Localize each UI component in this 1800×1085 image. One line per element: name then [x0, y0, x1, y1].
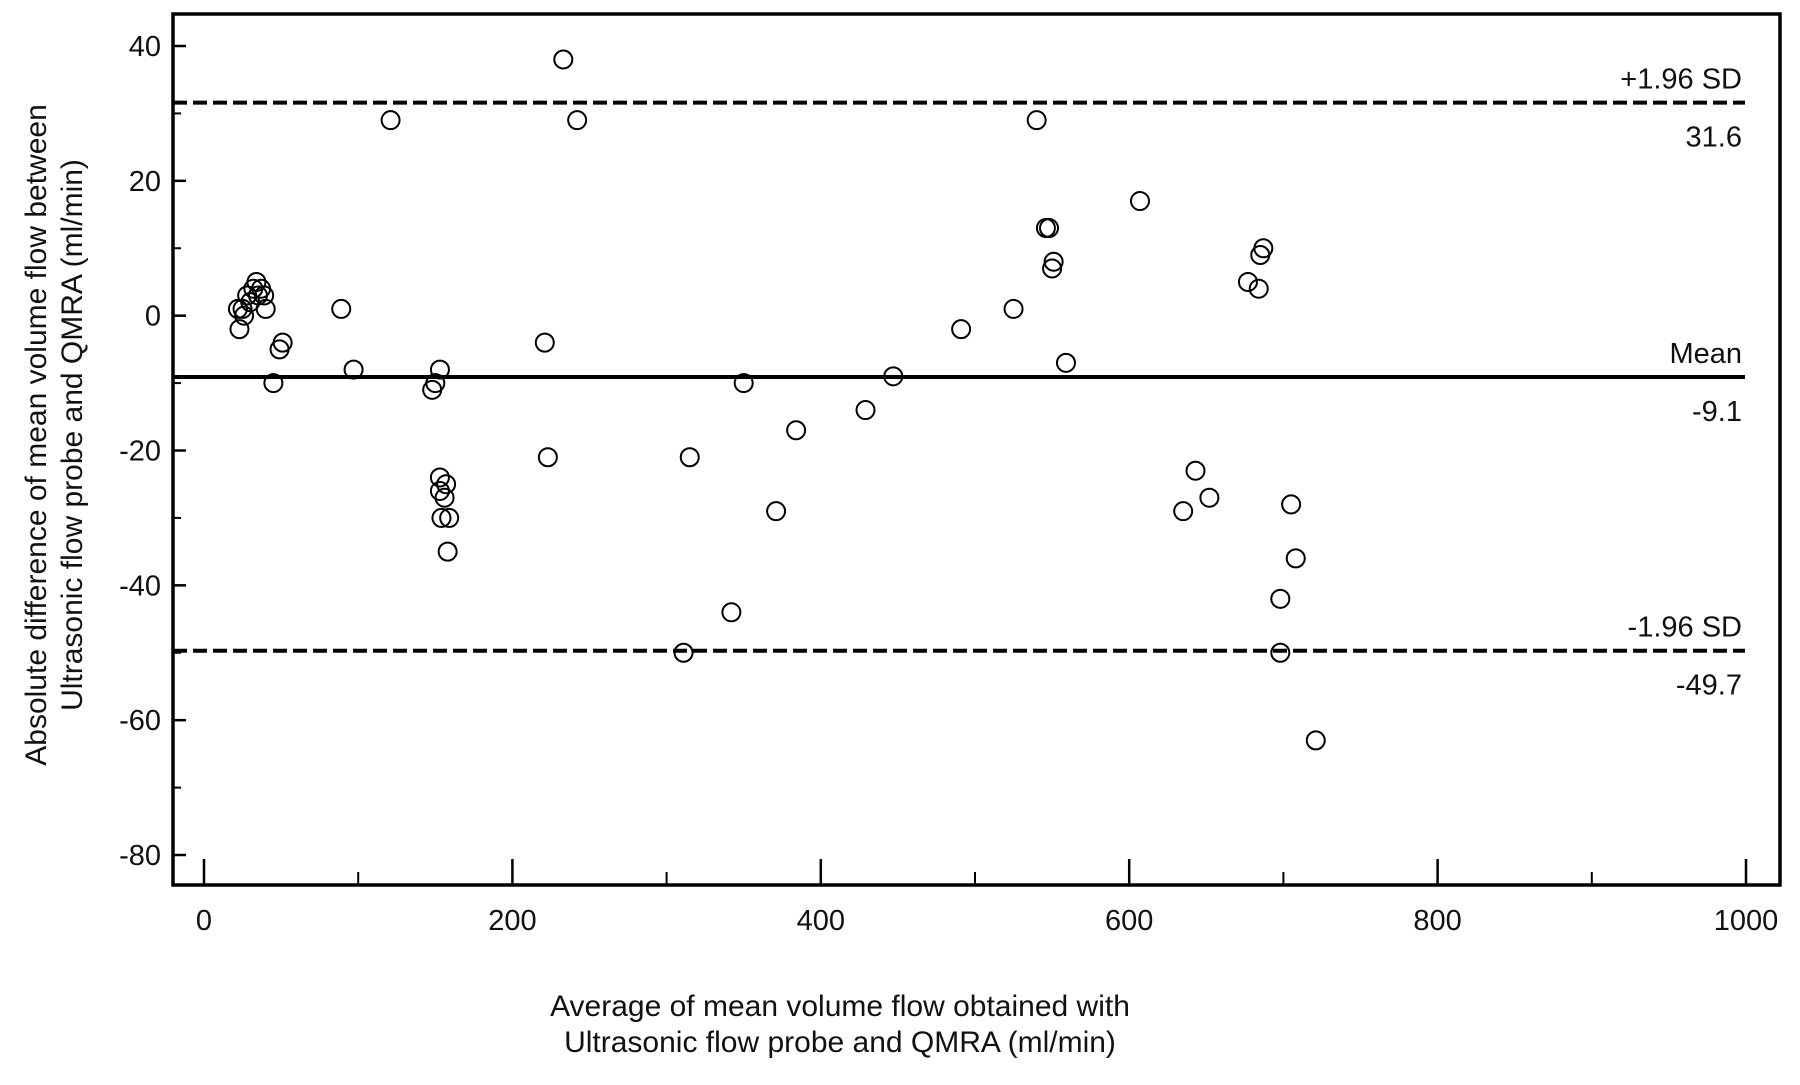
y-tick-label: 20	[129, 166, 161, 198]
data-point	[1042, 258, 1063, 279]
data-point	[429, 467, 450, 488]
x-tick-label: 200	[488, 905, 536, 937]
data-point	[1253, 238, 1274, 259]
data-point	[786, 420, 807, 441]
data-point	[951, 319, 972, 340]
data-point	[1237, 271, 1258, 292]
x-tick-label: 400	[797, 905, 845, 937]
data-point	[431, 507, 452, 528]
data-point	[1285, 548, 1306, 569]
data-point	[254, 285, 275, 306]
data-point	[1248, 278, 1269, 299]
x-tick-label: 600	[1105, 905, 1153, 937]
data-point	[733, 373, 754, 394]
data-point	[331, 298, 352, 319]
ref-line-name: -1.96 SD	[1628, 612, 1742, 644]
data-point	[883, 366, 904, 387]
data-point	[434, 487, 455, 508]
data-point	[425, 373, 446, 394]
data-point	[272, 332, 293, 353]
axis-ticks	[173, 44, 1748, 885]
y-tick-label: -60	[119, 705, 161, 737]
ref-line-value: 31.6	[1686, 122, 1742, 154]
data-point	[1305, 730, 1326, 751]
x-tick-label: 1000	[1714, 905, 1779, 937]
data-point	[229, 319, 250, 340]
data-point	[263, 373, 284, 394]
data-point	[721, 602, 742, 623]
data-point	[766, 501, 787, 522]
data-point	[1173, 501, 1194, 522]
data-point	[380, 110, 401, 131]
data-point	[1003, 298, 1024, 319]
data-point	[429, 359, 450, 380]
data-point	[1043, 251, 1064, 272]
y-axis-title-line: Absolute difference of mean volume flow …	[20, 104, 53, 766]
y-tick-label: -20	[119, 436, 161, 468]
data-point	[567, 110, 588, 131]
data-point	[1026, 110, 1047, 131]
ref-line-value: -9.1	[1692, 396, 1742, 428]
data-point	[439, 507, 460, 528]
x-axis-title-line: Ultrasonic flow probe and QMRA (ml/min)	[564, 1026, 1116, 1059]
data-point	[227, 298, 248, 319]
x-tick-label: 0	[196, 905, 212, 937]
data-point	[537, 447, 558, 468]
y-tick-label: -80	[119, 840, 161, 872]
data-point	[1281, 494, 1302, 515]
ref-line-name: +1.96 SD	[1620, 64, 1742, 96]
reference-lines	[173, 100, 1745, 653]
data-point	[673, 642, 694, 663]
data-point	[1270, 642, 1291, 663]
y-tick-label: 40	[129, 31, 161, 63]
data-point	[1129, 191, 1150, 212]
data-point	[436, 474, 457, 495]
data-point	[255, 298, 276, 319]
data-point	[855, 400, 876, 421]
data-point	[553, 49, 574, 70]
x-axis-title: Average of mean volume flow obtained wit…	[550, 990, 1130, 1059]
ref-line-name: Mean	[1669, 338, 1742, 370]
data-point	[234, 305, 255, 326]
y-axis-title: Absolute difference of mean volume flow …	[20, 104, 89, 766]
data-point	[437, 541, 458, 562]
data-point	[343, 359, 364, 380]
data-point	[534, 332, 555, 353]
y-axis-title-line: Ultrasonic flow probe and QMRA (ml/min)	[56, 159, 89, 711]
data-point	[1185, 460, 1206, 481]
y-tick-label: 0	[145, 301, 161, 333]
data-point	[1199, 487, 1220, 508]
ref-line-value: -49.7	[1676, 670, 1742, 702]
x-tick-label: 800	[1413, 905, 1461, 937]
data-point	[1039, 218, 1060, 239]
data-point	[1055, 352, 1076, 373]
plot-frame	[171, 12, 1782, 887]
data-point	[1270, 588, 1291, 609]
data-point	[679, 447, 700, 468]
data-points	[227, 49, 1326, 751]
x-axis-title-line: Average of mean volume flow obtained wit…	[550, 990, 1130, 1023]
y-tick-label: -40	[119, 570, 161, 602]
